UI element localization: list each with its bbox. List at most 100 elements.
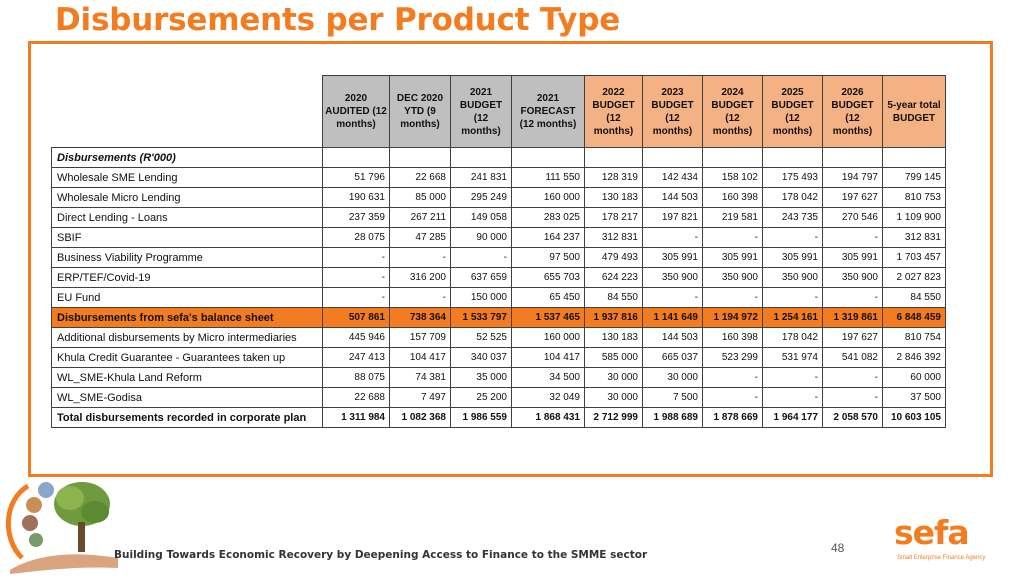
row-label: WL_SME-Godisa (51, 387, 323, 408)
table-cell: 2 027 823 (882, 267, 946, 288)
table-row: Khula Credit Guarantee - Guarantees take… (51, 347, 946, 368)
table-cell: - (642, 287, 703, 308)
table-cell: 149 058 (450, 207, 512, 228)
table-cell: 197 627 (822, 187, 883, 208)
table-cell: 1 319 861 (822, 307, 883, 328)
table-cell: 34 500 (511, 367, 585, 388)
table-cell: 142 434 (642, 167, 703, 188)
table-cell: - (822, 367, 883, 388)
table-cell: 130 183 (584, 327, 643, 348)
footer-tree-hand-logo (0, 478, 125, 575)
table-cell (642, 147, 703, 168)
table-cell (882, 147, 946, 168)
table-cell: 1 194 972 (702, 307, 763, 328)
row-label: Disbursements from sefa's balance sheet (51, 307, 323, 328)
header-blank-cell (51, 75, 323, 148)
table-cell (322, 147, 390, 168)
table-cell: 52 525 (450, 327, 512, 348)
table-cell: 655 703 (511, 267, 585, 288)
table-cell: 160 398 (702, 187, 763, 208)
table-cell: 340 037 (450, 347, 512, 368)
table-cell: 160 398 (702, 327, 763, 348)
table-cell: 479 493 (584, 247, 643, 268)
table-frame (28, 41, 993, 477)
brand-name: sefa (894, 513, 970, 552)
table-cell: 531 974 (762, 347, 823, 368)
table-cell (702, 147, 763, 168)
table-cell: 7 497 (389, 387, 451, 408)
table-cell: 60 000 (882, 367, 946, 388)
table-cell: 1 141 649 (642, 307, 703, 328)
table-cell: 111 550 (511, 167, 585, 188)
table-row: Direct Lending - Loans 237 359 267 211 149 … (51, 207, 946, 228)
table-cell: 47 285 (389, 227, 451, 248)
table-cell: 219 581 (702, 207, 763, 228)
table-cell: 799 145 (882, 167, 946, 188)
table-cell: 7 500 (642, 387, 703, 408)
table-cell: 150 000 (450, 287, 512, 308)
table-cell: 1 109 900 (882, 207, 946, 228)
table-cell: 305 991 (762, 247, 823, 268)
table-cell: 144 503 (642, 187, 703, 208)
table-cell: 810 753 (882, 187, 946, 208)
table-cell: 270 546 (822, 207, 883, 228)
column-header: 2022 BUDGET (12 months) (584, 75, 643, 148)
column-header: 5-year total BUDGET (882, 75, 946, 148)
table-cell: - (762, 367, 823, 388)
table-cell: 1 533 797 (450, 307, 512, 328)
table-cell: - (702, 367, 763, 388)
table-cell: 22 688 (322, 387, 390, 408)
table-cell: 523 299 (702, 347, 763, 368)
table-cell: 1 964 177 (762, 407, 823, 428)
table-cell: - (822, 387, 883, 408)
table-cell: 6 848 459 (882, 307, 946, 328)
table-cell: 665 037 (642, 347, 703, 368)
table-cell: 1 703 457 (882, 247, 946, 268)
column-header: 2026 BUDGET (12 months) (822, 75, 883, 148)
table-cell: 35 000 (450, 367, 512, 388)
row-label: Disbursements (R'000) (51, 147, 323, 168)
table-row: WL_SME-Godisa 22 688 7 497 25 200 32 049 30 0… (51, 387, 946, 408)
table-cell: - (322, 287, 390, 308)
table-header-row: 2020 AUDITED (12 months) DEC 2020 YTD (9 … (51, 75, 946, 148)
table-cell (450, 147, 512, 168)
table-cell: - (702, 287, 763, 308)
table-cell: 178 042 (762, 187, 823, 208)
table-cell: 295 249 (450, 187, 512, 208)
table-cell: 197 821 (642, 207, 703, 228)
table-cell: - (702, 227, 763, 248)
total-row: Total disbursements recorded in corporat… (51, 407, 946, 428)
table-cell: 85 000 (389, 187, 451, 208)
table-cell: 445 946 (322, 327, 390, 348)
table-cell: 160 000 (511, 327, 585, 348)
table-row: Additional disbursements by Micro interm… (51, 327, 946, 348)
table-cell: - (762, 287, 823, 308)
table-cell: 88 075 (322, 367, 390, 388)
table-cell: 128 319 (584, 167, 643, 188)
column-header: 2020 AUDITED (12 months) (322, 75, 390, 148)
table-cell: 507 861 (322, 307, 390, 328)
table-cell: - (322, 247, 390, 268)
table-cell (822, 147, 883, 168)
table-cell: 144 503 (642, 327, 703, 348)
brand-tagline: Small Enterprise Finance Agency (897, 555, 986, 561)
section-row: Disbursements (R'000) (51, 147, 946, 168)
table-cell: 1 878 669 (702, 407, 763, 428)
table-cell: 25 200 (450, 387, 512, 408)
table-cell: 2 058 570 (822, 407, 883, 428)
table-cell: 1 311 984 (322, 407, 390, 428)
subtotal-row: Disbursements from sefa's balance sheet 5… (51, 307, 946, 328)
table-cell: 37 500 (882, 387, 946, 408)
table-row: Business Viability Programme - - -97 500 479… (51, 247, 946, 268)
table-cell: 160 000 (511, 187, 585, 208)
table-cell: 178 042 (762, 327, 823, 348)
table-cell: 30 000 (642, 367, 703, 388)
table-cell: 247 413 (322, 347, 390, 368)
table-cell: 175 493 (762, 167, 823, 188)
row-label: ERP/TEF/Covid-19 (51, 267, 323, 288)
column-header: DEC 2020 YTD (9 months) (389, 75, 451, 148)
table-cell: 65 450 (511, 287, 585, 308)
table-body: Disbursements (R'000) Wholesale SME Lendi… (51, 147, 946, 428)
row-label: Additional disbursements by Micro interm… (51, 327, 323, 348)
row-label: Wholesale Micro Lending (51, 187, 323, 208)
